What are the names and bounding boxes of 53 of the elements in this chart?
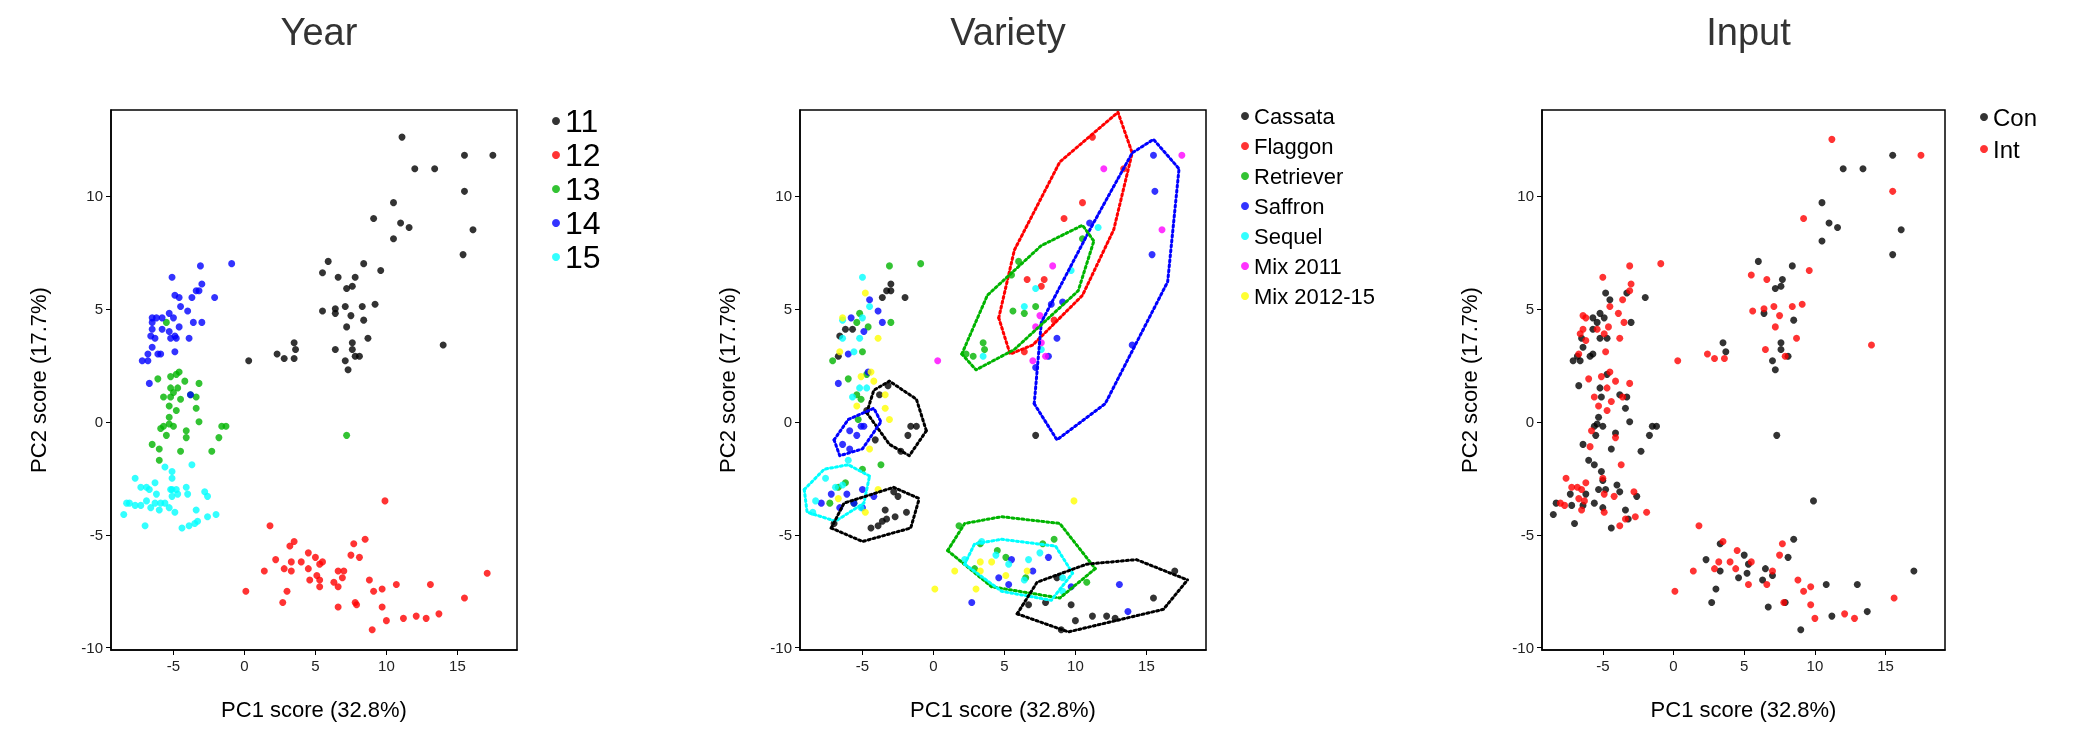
y-axis-title: PC2 score (17.7%) <box>25 287 51 473</box>
y-tick-label: 5 <box>94 300 103 318</box>
legend-label: Mix 2011 <box>1254 253 1342 279</box>
y-tick-label: 5 <box>783 300 792 318</box>
y-tick-label: 0 <box>94 413 103 431</box>
legend-label: Mix 2012-15 <box>1254 283 1376 309</box>
y-tick-label: -10 <box>1512 639 1534 657</box>
x-tick-label: -5 <box>855 657 870 674</box>
chart-title: Variety <box>950 11 1066 53</box>
chart-title: Year <box>280 11 358 53</box>
x-tick-label: 5 <box>1000 657 1009 674</box>
y-tick-label: -10 <box>81 639 103 657</box>
legend-label: Saffron <box>1254 193 1325 219</box>
y-tick-label: -5 <box>89 526 103 544</box>
y-tick-label: -10 <box>770 639 792 657</box>
y-tick-label: 10 <box>86 187 103 205</box>
y-tick-label: 5 <box>1525 300 1534 318</box>
legend-label: 14 <box>565 205 601 241</box>
y-tick-label: 0 <box>1525 413 1534 431</box>
x-tick-label: 0 <box>1669 657 1678 674</box>
x-tick-label: 10 <box>1806 657 1824 674</box>
x-tick-label: 15 <box>1138 657 1155 674</box>
legend-label: Sequel <box>1254 223 1323 249</box>
x-axis-title: PC1 score (32.8%) <box>910 696 1096 722</box>
y-tick-label: 10 <box>775 187 792 205</box>
y-axis-title: PC2 score (17.7%) <box>714 287 740 473</box>
legend-label: 13 <box>565 171 601 207</box>
x-tick-label: 15 <box>1877 657 1894 674</box>
y-tick-label: 10 <box>1517 187 1534 205</box>
x-axis-title: PC1 score (32.8%) <box>1650 696 1837 722</box>
x-tick-label: -5 <box>166 657 181 674</box>
y-tick-label: -5 <box>1520 526 1534 544</box>
legend-label: Cassata <box>1254 103 1336 129</box>
y-tick-label: -5 <box>778 526 792 544</box>
chart-title: Input <box>1706 11 1792 53</box>
legend-label: Retriever <box>1254 163 1344 189</box>
y-tick-label: 0 <box>783 413 792 431</box>
x-tick-label: 10 <box>1067 657 1084 674</box>
x-tick-label: 0 <box>929 657 938 674</box>
legend-label: Flaggon <box>1254 133 1334 159</box>
legend-label: Int <box>1993 135 2021 163</box>
x-axis-title: PC1 score (32.8%) <box>221 696 407 722</box>
x-tick-label: 0 <box>240 657 249 674</box>
y-axis-title: PC2 score (17.7%) <box>1456 287 1482 473</box>
legend-label: 15 <box>565 239 601 275</box>
x-tick-label: 15 <box>449 657 466 674</box>
legend-label: 11 <box>565 103 599 139</box>
legend-label: Con <box>1993 103 2038 131</box>
x-tick-label: 10 <box>378 657 395 674</box>
x-tick-label: 5 <box>1740 657 1749 674</box>
legend-label: 12 <box>565 137 601 173</box>
x-tick-label: -5 <box>1596 657 1610 674</box>
x-tick-label: 5 <box>311 657 320 674</box>
